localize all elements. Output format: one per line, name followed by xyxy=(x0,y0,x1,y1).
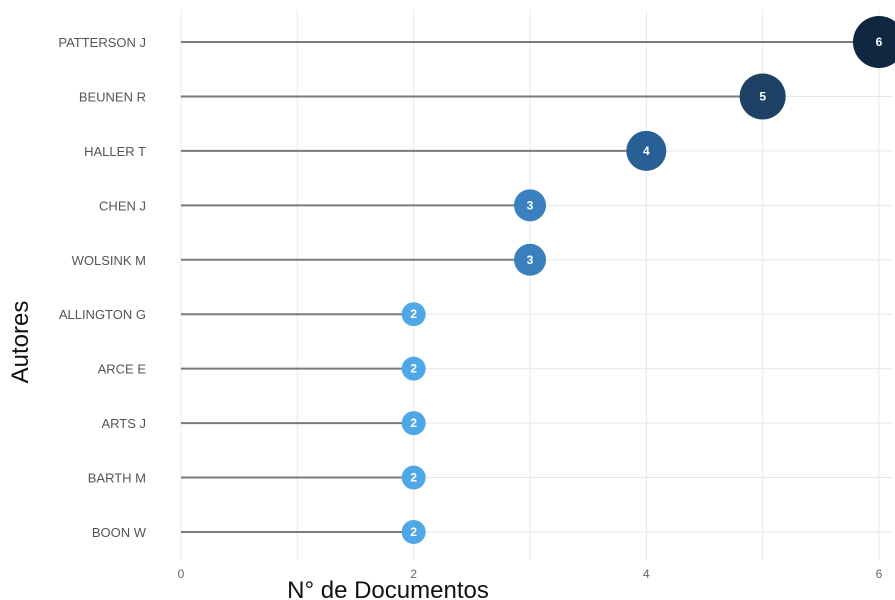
point-value-label: 2 xyxy=(410,471,417,485)
stem-layer xyxy=(181,41,879,533)
y-axis-title: Autores xyxy=(7,301,34,384)
point-value-label: 2 xyxy=(410,525,417,539)
x-axis-title: N° de Documentos xyxy=(287,577,489,600)
lollipop-point xyxy=(401,302,426,327)
x-tick-label: 2 xyxy=(410,567,417,581)
y-tick-label: ALLINGTON G xyxy=(59,307,146,322)
x-tick-label: 4 xyxy=(643,567,650,581)
y-tick-label: CHEN J xyxy=(99,198,146,213)
point-value-label: 5 xyxy=(759,89,766,103)
lollipop-point xyxy=(853,16,895,68)
x-tick-label: 0 xyxy=(178,567,185,581)
point-value-label: 3 xyxy=(527,198,534,212)
lollipop-point xyxy=(739,73,786,120)
lollipop-point xyxy=(514,243,546,276)
lollipop-point xyxy=(401,411,426,436)
y-tick-label: PATTERSON J xyxy=(58,35,146,50)
point-value-label: 4 xyxy=(643,144,650,158)
y-tick-label: HALLER T xyxy=(84,144,146,159)
point-layer xyxy=(401,16,895,544)
point-value-label: 2 xyxy=(410,307,417,321)
y-tick-label: BEUNEN R xyxy=(79,89,146,104)
point-value-label: 2 xyxy=(410,362,417,376)
y-tick-label: ARCE E xyxy=(98,362,147,377)
y-tick-label: ARTS J xyxy=(101,416,146,431)
lollipop-point xyxy=(401,520,426,544)
lollipop-point xyxy=(401,465,426,490)
y-tick-label: BOON W xyxy=(92,525,147,540)
lollipop-point xyxy=(514,189,546,222)
label-layer: 0 2 4 6 PATTERSON J BEUNEN R HALLER T CHEN J WOL… xyxy=(58,35,882,581)
point-value-label: 2 xyxy=(410,416,417,430)
x-tick-label: 6 xyxy=(876,567,883,581)
lollipop-point xyxy=(401,356,426,381)
lollipop-point xyxy=(626,130,667,171)
y-tick-label: WOLSINK M xyxy=(72,253,146,268)
point-value-label: 3 xyxy=(527,253,534,267)
y-tick-label: BARTH M xyxy=(88,471,146,486)
point-value-label: 6 xyxy=(876,35,883,49)
